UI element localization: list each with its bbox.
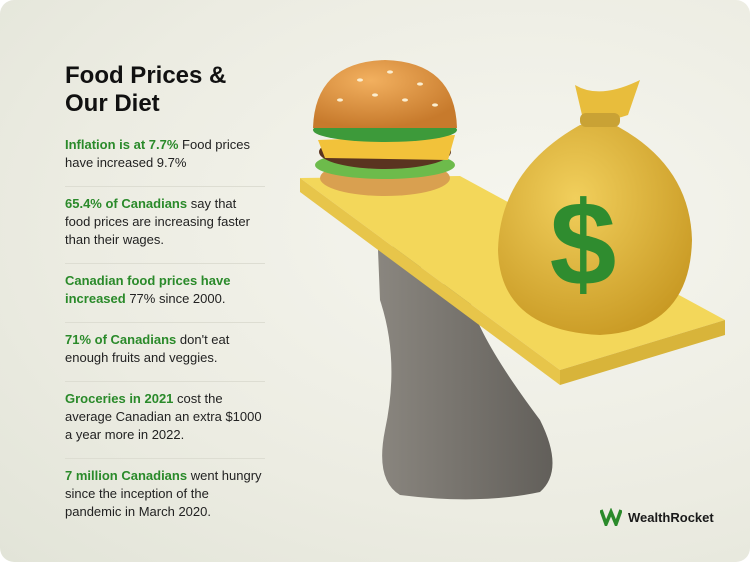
fact-text: Food prices have increased 9.7%: [65, 137, 250, 170]
bag-tie: [580, 113, 620, 127]
money-bag: [498, 125, 692, 335]
fact: 65.4% of Canadians say that food prices …: [65, 193, 265, 264]
fact-text: cost the average Canadian an extra $1000…: [65, 391, 262, 442]
plank-side: [300, 178, 560, 385]
pedestal: [378, 243, 553, 500]
fact-text: 77% since 2000.: [129, 291, 226, 306]
fact-highlight: Inflation is at 7.7%: [65, 137, 179, 152]
fact-text: don't eat enough fruits and veggies.: [65, 332, 230, 365]
plank-edge: [560, 320, 725, 385]
fact: 71% of Canadians don't eat enough fruits…: [65, 329, 265, 382]
title: Food Prices & Our Diet: [65, 62, 227, 117]
fact-highlight: Canadian food prices have increased: [65, 273, 231, 306]
sesame: [337, 70, 438, 107]
brand: WealthRocket: [600, 508, 714, 526]
fact: Canadian food prices have increased 77% …: [65, 270, 265, 323]
bag-top: [575, 80, 640, 120]
fact-highlight: 7 million Canadians: [65, 468, 188, 483]
dollar-sign: $: [550, 177, 617, 311]
fact-highlight: Groceries in 2021: [65, 391, 174, 406]
fact: 7 million Canadians went hungry since th…: [65, 465, 265, 535]
brand-name: WealthRocket: [628, 509, 714, 525]
fact-highlight: 65.4% of Canadians: [65, 196, 188, 211]
cheese: [318, 135, 455, 160]
fact-text: went hungry since the inception of the p…: [65, 468, 262, 519]
bun-top: [313, 60, 457, 128]
fact-text: say that food prices are increasing fast…: [65, 196, 250, 247]
brand-logo: [600, 508, 622, 526]
fact: Groceries in 2021 cost the average Canad…: [65, 388, 265, 459]
fact-highlight: 71% of Canadians: [65, 332, 177, 347]
fact: Inflation is at 7.7% Food prices have in…: [65, 134, 265, 187]
fact-list: Inflation is at 7.7% Food prices have in…: [65, 134, 265, 541]
